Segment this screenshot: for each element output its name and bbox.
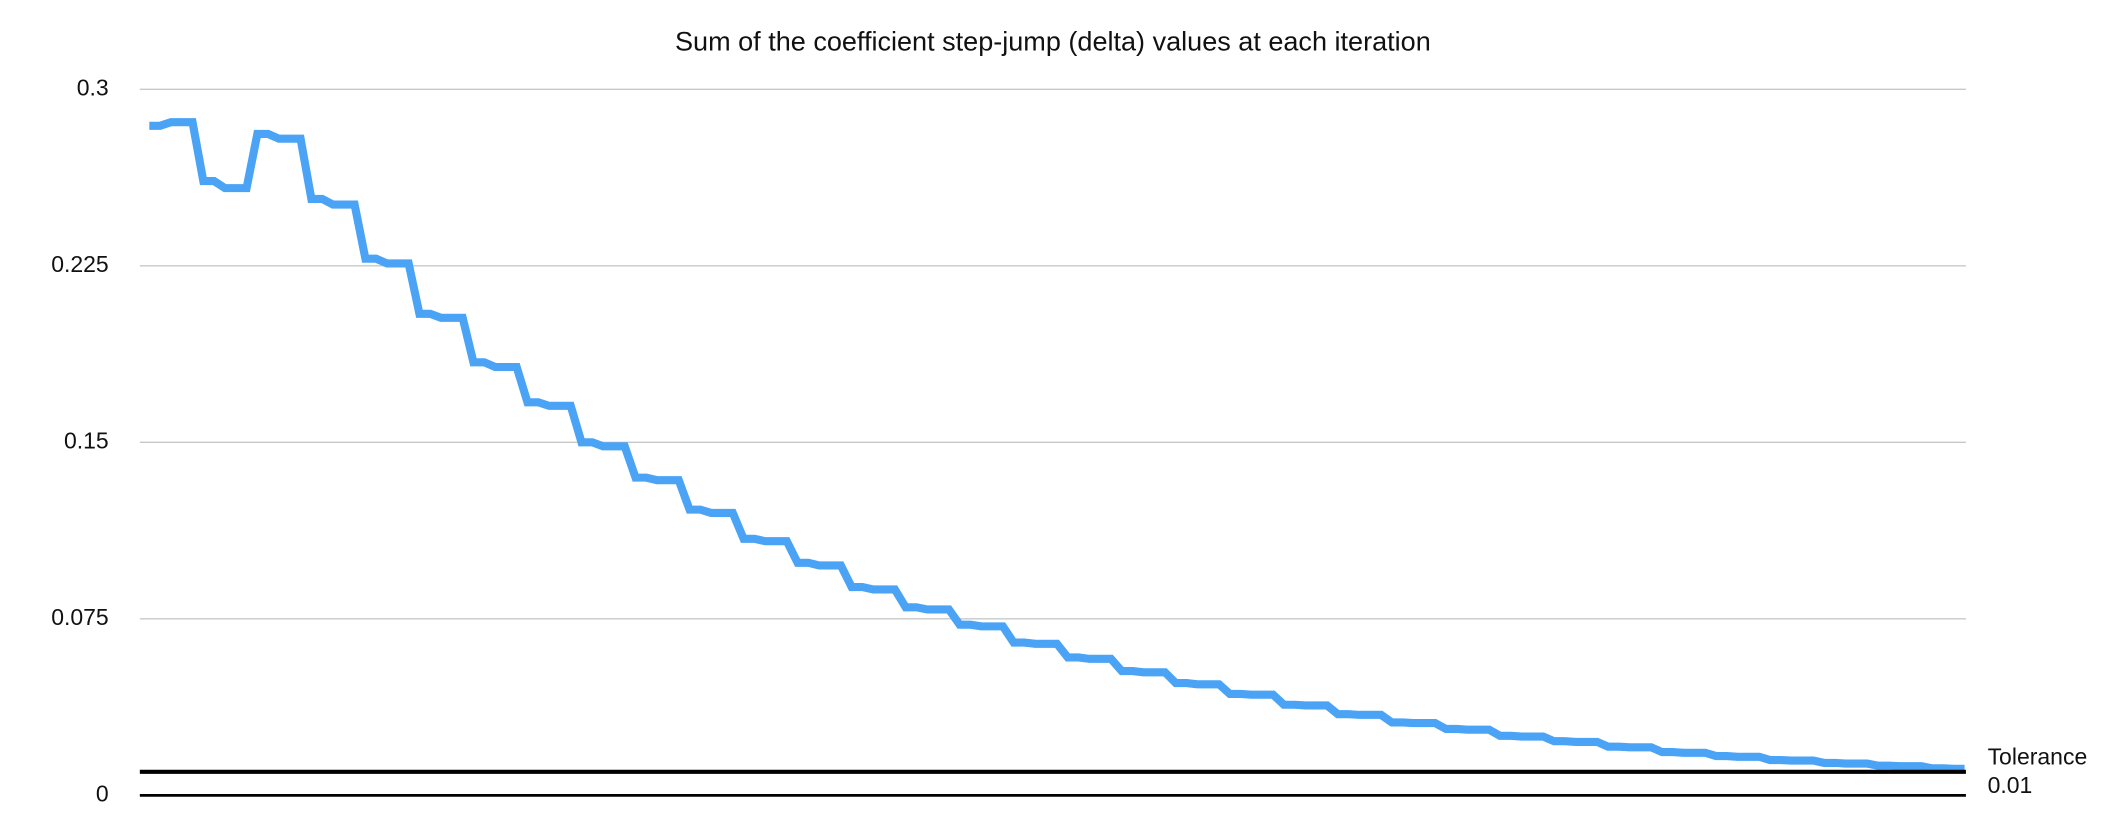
y-tick-label: 0 xyxy=(96,780,109,806)
chart-title: Sum of the coefficient step-jump (delta)… xyxy=(675,26,1431,56)
y-tick-label: 0.15 xyxy=(64,427,109,453)
tolerance-value: 0.01 xyxy=(1988,772,2033,798)
y-tick-label: 0.225 xyxy=(51,251,109,277)
y-tick-label: 0.075 xyxy=(51,604,109,630)
data-line xyxy=(149,118,1965,773)
y-tick-label: 0.3 xyxy=(77,74,109,100)
tolerance-label: Tolerance xyxy=(1988,743,2088,769)
